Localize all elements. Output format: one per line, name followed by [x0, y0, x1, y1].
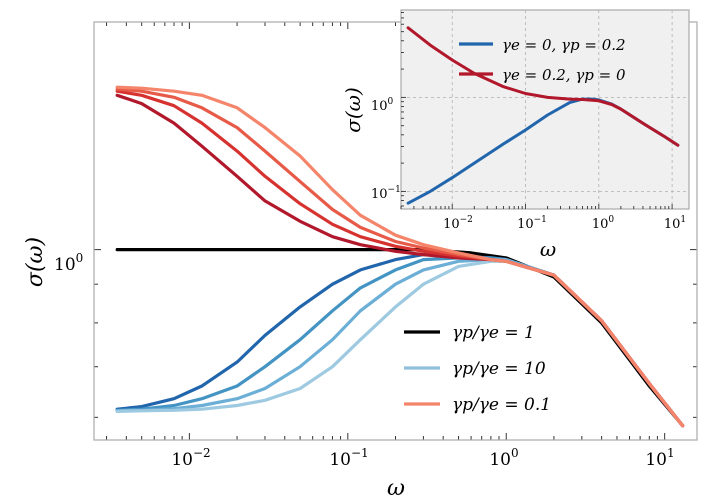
main-x-axis-label: ω: [387, 476, 405, 497]
inset-xtick-label: 10−2: [443, 215, 473, 232]
inset-chart: 10−2 10−1 100 101 10−1 100 ω σ(ω) γe = 0…: [341, 9, 690, 261]
series-line: [115, 85, 685, 428]
inset-xtick-label: 100: [592, 215, 615, 232]
inset-y-axis-label: σ(ω): [341, 87, 365, 133]
main-xtick-label: 10−1: [329, 446, 368, 470]
inset-xtick-label: 10−1: [517, 215, 547, 232]
main-legend: γp/γe = 1 γp/γe = 10 γp/γe = 0.1: [404, 323, 551, 415]
main-series-group: [115, 85, 685, 428]
legend-label-ratio-1: γp/γe = 1: [452, 323, 535, 343]
inset-ytick-label: 10−1: [371, 185, 401, 202]
inset-legend-label-blue: γe = 0, γp = 0.2: [502, 36, 626, 54]
inset-plot-area: [400, 9, 690, 210]
main-axes-frame: [93, 21, 698, 441]
legend-label-ratio-0.1: γp/γe = 0.1: [452, 395, 551, 415]
inset-ytick-label: 100: [371, 97, 394, 114]
inset-series-group: [406, 26, 680, 205]
main-xtick-label: 100: [489, 446, 518, 470]
main-y-axis-label: σ(ω): [23, 237, 48, 287]
main-xtick-label: 10−2: [171, 446, 210, 470]
inset-legend: γe = 0, γp = 0.2 γe = 0.2, γp = 0: [459, 36, 626, 84]
main-ytick-label: 100: [54, 251, 83, 275]
inset-legend-label-red: γe = 0.2, γp = 0: [502, 66, 626, 84]
inset-xtick-label: 101: [664, 215, 686, 232]
inset-ticks: [400, 12, 673, 209]
inset-x-axis-label: ω: [540, 237, 556, 261]
legend-label-ratio-10: γp/γe = 10: [452, 359, 546, 379]
main-xtick-label: 101: [645, 446, 674, 470]
series-line: [406, 26, 680, 147]
